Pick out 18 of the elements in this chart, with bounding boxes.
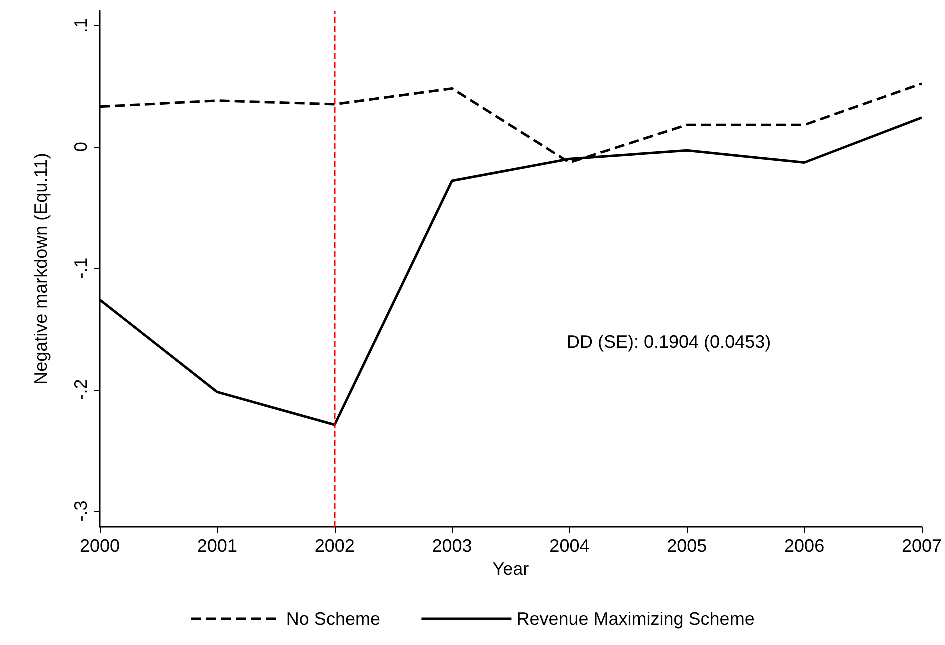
- y-tick-label: -.3: [71, 500, 91, 522]
- y-tick-label: -.1: [71, 258, 91, 279]
- legend-label: No Scheme: [286, 609, 380, 629]
- y-tick-label: .1: [71, 18, 91, 34]
- x-tick-label: 2005: [667, 536, 708, 556]
- y-tick-label: -.2: [71, 379, 91, 400]
- y-axis-title: Negative markdown (Equ.11): [31, 153, 51, 385]
- x-tick-label: 2007: [902, 536, 942, 556]
- x-tick-label: 2004: [550, 536, 590, 556]
- x-axis-title: Year: [492, 558, 530, 579]
- x-tick-label: 2006: [784, 536, 825, 556]
- legend-label: Revenue Maximizing Scheme: [516, 609, 755, 629]
- y-tick-label: 0: [71, 142, 91, 152]
- annotation: DD (SE): 0.1904 (0.0453): [567, 332, 772, 352]
- x-tick-label: 2001: [197, 536, 238, 556]
- x-tick-label: 2000: [80, 536, 120, 556]
- x-tick-label: 2003: [432, 536, 472, 556]
- x-tick-label: 2002: [314, 536, 355, 556]
